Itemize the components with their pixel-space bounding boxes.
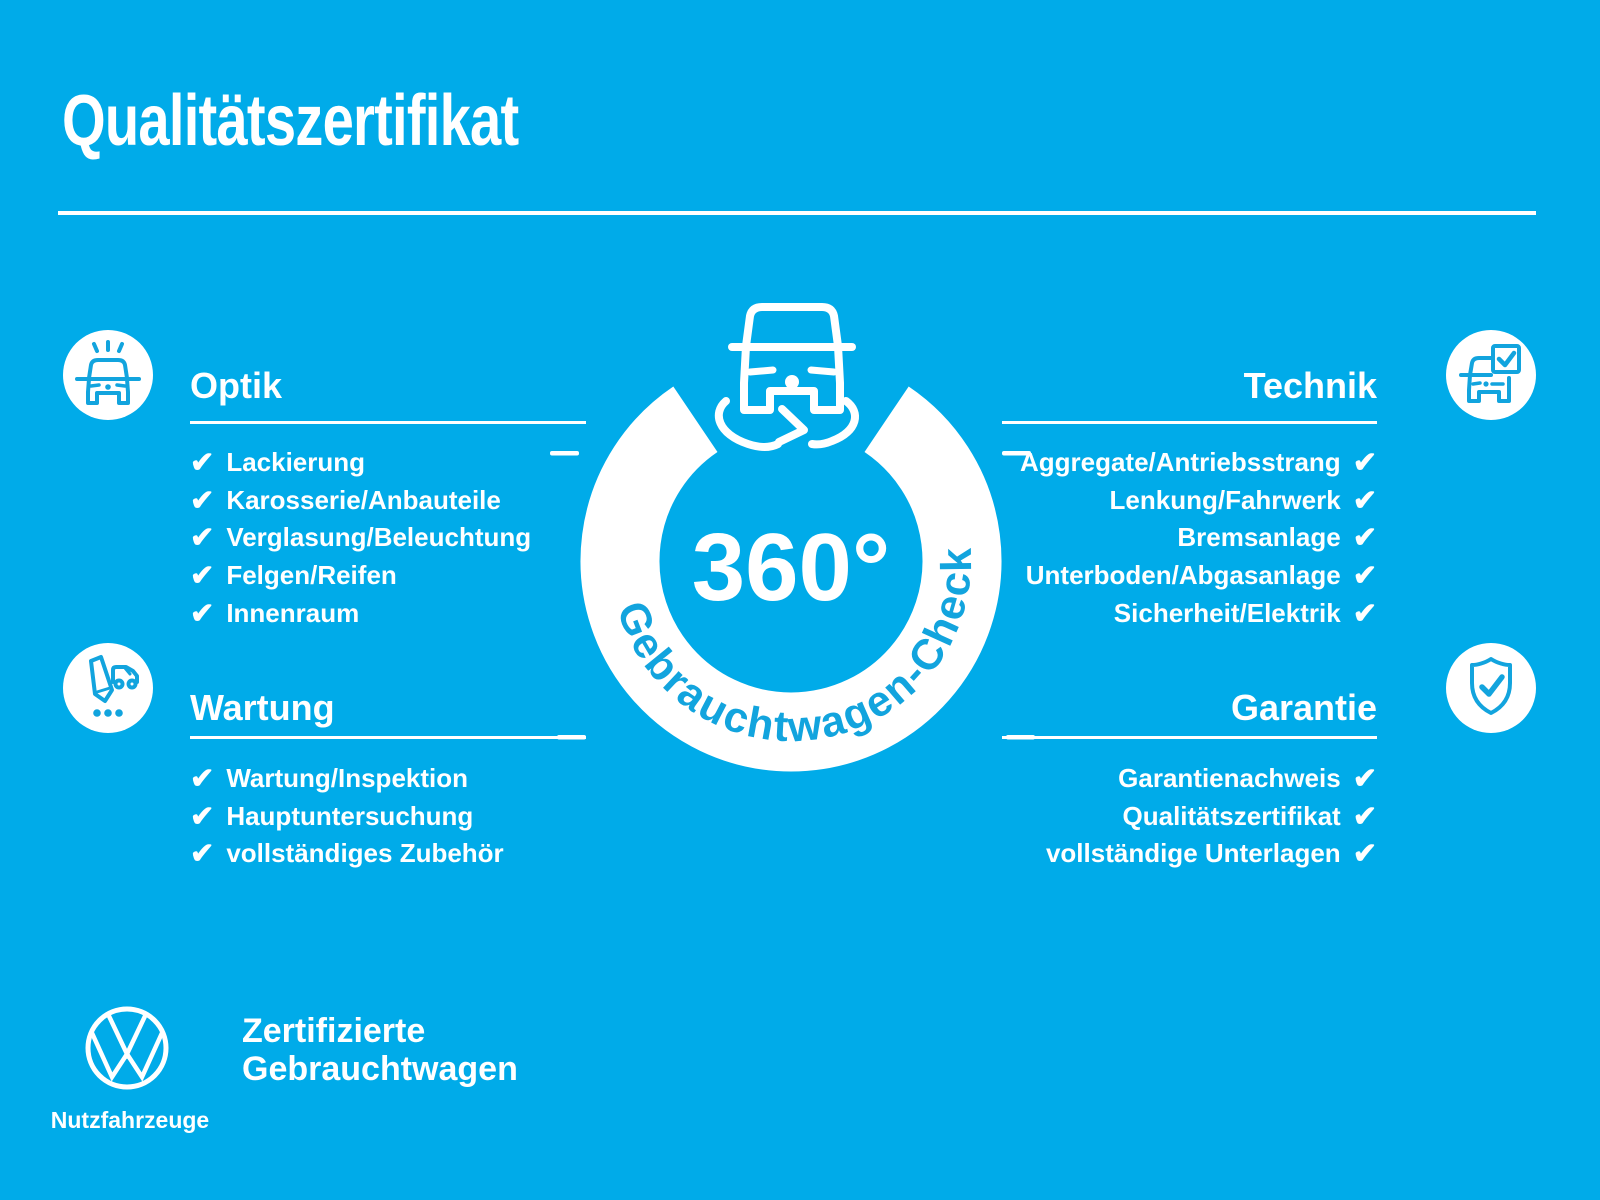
- rotation-tick: [1002, 451, 1031, 456]
- checklist-item: ✔ Lackierung: [190, 444, 531, 482]
- check-icon: ✔: [190, 522, 215, 555]
- wartung-section-title: Wartung: [190, 687, 335, 728]
- vw-logo: [85, 1006, 169, 1090]
- checklist-item: Unterboden/Abgasanlage ✔: [877, 557, 1377, 595]
- checklist-item: ✔ Innenraum: [190, 594, 531, 632]
- title-divider: [58, 211, 1536, 215]
- checklist-item-label: Unterboden/Abgasanlage: [1025, 560, 1341, 591]
- checklist-item: vollständige Unterlagen ✔: [877, 835, 1377, 873]
- wartung-icon-circle: [63, 643, 153, 733]
- check-icon: ✔: [190, 484, 215, 517]
- ring-arc: [580, 386, 1002, 772]
- checklist-item-label: Sicherheit/Elektrik: [1113, 597, 1341, 628]
- checklist-item: Aggregate/Antriebsstrang ✔: [877, 444, 1377, 482]
- checklist-item: Qualitätszertifikat ✔: [877, 798, 1377, 836]
- car-360-rotation-icon: [714, 303, 859, 451]
- rotation-arrowhead: [775, 405, 808, 446]
- check-icon: ✔: [190, 838, 215, 871]
- optik-checklist: ✔ Lackierung ✔ Karosserie/Anbauteile ✔ Verg…: [190, 444, 531, 632]
- checklist-item: ✔ Karosserie/Anbauteile: [190, 482, 531, 520]
- wartung-checklist: ✔ Wartung/Inspektion ✔ Hauptuntersuchung ✔…: [190, 760, 504, 873]
- checklist-item: ✔ Hauptuntersuchung: [190, 798, 504, 836]
- check-icon: ✔: [1352, 838, 1377, 871]
- car-grille: [746, 366, 838, 376]
- optik-icon-circle: [63, 330, 153, 420]
- check-icon: ✔: [190, 597, 215, 630]
- checklist-item: Bremsanlage ✔: [877, 519, 1377, 557]
- brand-label: Nutzfahrzeuge: [50, 1107, 210, 1133]
- check-icon: ✔: [190, 763, 215, 796]
- checklist-item: Lenkung/Fahrwerk ✔: [877, 482, 1377, 520]
- check-icon: ✔: [1352, 560, 1377, 593]
- shield-check-icon: [1470, 657, 1512, 715]
- optik-section-title: Optik: [190, 365, 283, 406]
- car-checklist-icon: [1459, 344, 1521, 403]
- checklist-item-label: Karosserie/Anbauteile: [226, 484, 501, 515]
- technik-divider: [1002, 421, 1377, 424]
- checklist-item-label: Hauptuntersuchung: [226, 800, 474, 831]
- check-icon: ✔: [1352, 522, 1377, 555]
- checklist-item-label: Lackierung: [226, 447, 366, 478]
- checklist-item-label: Verglasung/Beleuchtung: [226, 522, 532, 553]
- tagline-line: Gebrauchtwagen: [242, 1050, 518, 1088]
- checklist-item: Garantienachweis ✔: [877, 760, 1377, 798]
- checklist-item-label: Felgen/Reifen: [226, 560, 397, 591]
- check-icon: ✔: [190, 447, 215, 480]
- garantie-icon-circle: [1446, 643, 1536, 733]
- check-icon: ✔: [190, 560, 215, 593]
- check-icon: ✔: [1352, 800, 1377, 833]
- checklist-item: ✔ Felgen/Reifen: [190, 557, 531, 595]
- degree-label: 360°: [691, 514, 891, 621]
- check-icon: ✔: [1352, 484, 1377, 517]
- checklist-item: ✔ vollständiges Zubehör: [190, 835, 504, 873]
- rotation-arc-left: [714, 397, 782, 451]
- checklist-item: ✔ Wartung/Inspektion: [190, 760, 504, 798]
- garantie-divider: [1002, 736, 1377, 739]
- checklist-item-label: Innenraum: [226, 597, 360, 628]
- checklist-item-label: vollständige Unterlagen: [1045, 838, 1341, 869]
- car-emblem-dot: [785, 375, 799, 389]
- page-title: Qualitätszertifikat: [62, 81, 519, 161]
- checklist-item-label: Aggregate/Antriebsstrang: [1019, 447, 1341, 478]
- wartung-divider: [190, 736, 586, 739]
- checklist-item-label: Lenkung/Fahrwerk: [1109, 484, 1341, 515]
- checklist-item-label: Qualitätszertifikat: [1122, 800, 1341, 831]
- tagline: Zertifizierte Gebrauchtwagen: [242, 1012, 518, 1088]
- rotation-arc-right: [808, 397, 859, 449]
- technik-section-title: Technik: [1243, 365, 1377, 406]
- check-icon: ✔: [1352, 447, 1377, 480]
- technik-checklist: Aggregate/Antriebsstrang ✔ Lenkung/Fahrwe…: [877, 444, 1377, 632]
- rotation-tick: [550, 451, 579, 456]
- check-icon: ✔: [1352, 597, 1377, 630]
- pencil-van-icon: [89, 655, 139, 717]
- car-shine-icon: [75, 340, 141, 405]
- checklist-item-label: Wartung/Inspektion: [226, 763, 469, 794]
- car-body: [740, 342, 844, 414]
- checklist-item: ✔ Verglasung/Beleuchtung: [190, 519, 531, 557]
- checklist-item: Sicherheit/Elektrik ✔: [877, 594, 1377, 632]
- check-icon: ✔: [1352, 763, 1377, 796]
- checklist-item-label: vollständiges Zubehör: [226, 838, 504, 869]
- check-icon: ✔: [190, 800, 215, 833]
- optik-divider: [190, 421, 586, 424]
- checklist-item-label: Bremsanlage: [1177, 522, 1341, 553]
- tagline-line: Zertifizierte: [242, 1012, 426, 1050]
- checklist-item-label: Garantienachweis: [1118, 763, 1341, 794]
- car-roof: [742, 303, 842, 350]
- technik-icon-circle: [1446, 330, 1536, 420]
- garantie-checklist: Garantienachweis ✔ Qualitätszertifikat ✔ v…: [877, 760, 1377, 873]
- garantie-section-title: Garantie: [1230, 687, 1377, 728]
